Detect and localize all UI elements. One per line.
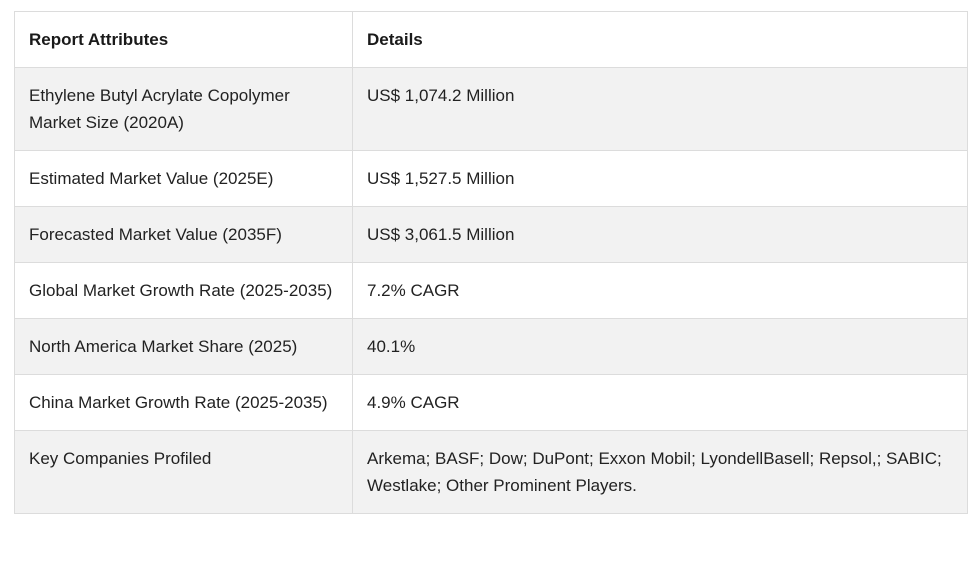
detail-cell: US$ 1,074.2 Million xyxy=(352,67,968,151)
table-header-row: Report Attributes Details xyxy=(14,11,968,68)
attribute-cell: Key Companies Profiled xyxy=(14,430,353,514)
table-row: North America Market Share (2025) 40.1% xyxy=(14,318,968,375)
header-report-attributes: Report Attributes xyxy=(14,11,353,68)
table-row: Global Market Growth Rate (2025-2035) 7.… xyxy=(14,262,968,319)
attribute-cell: Forecasted Market Value (2035F) xyxy=(14,206,353,263)
table-row: Key Companies Profiled Arkema; BASF; Dow… xyxy=(14,430,968,514)
header-details: Details xyxy=(352,11,968,68)
report-attributes-table: Report Attributes Details Ethylene Butyl… xyxy=(14,11,968,514)
attribute-cell: China Market Growth Rate (2025-2035) xyxy=(14,374,353,431)
attribute-cell: North America Market Share (2025) xyxy=(14,318,353,375)
attribute-cell: Global Market Growth Rate (2025-2035) xyxy=(14,262,353,319)
table-row: Forecasted Market Value (2035F) US$ 3,06… xyxy=(14,206,968,263)
detail-cell: US$ 3,061.5 Million xyxy=(352,206,968,263)
detail-cell: US$ 1,527.5 Million xyxy=(352,150,968,207)
detail-cell: 7.2% CAGR xyxy=(352,262,968,319)
table-row: Ethylene Butyl Acrylate Copolymer Market… xyxy=(14,67,968,151)
table-row: Estimated Market Value (2025E) US$ 1,527… xyxy=(14,150,968,207)
detail-cell: 4.9% CAGR xyxy=(352,374,968,431)
table-row: China Market Growth Rate (2025-2035) 4.9… xyxy=(14,374,968,431)
attribute-cell: Ethylene Butyl Acrylate Copolymer Market… xyxy=(14,67,353,151)
detail-cell: Arkema; BASF; Dow; DuPont; Exxon Mobil; … xyxy=(352,430,968,514)
attribute-cell: Estimated Market Value (2025E) xyxy=(14,150,353,207)
detail-cell: 40.1% xyxy=(352,318,968,375)
